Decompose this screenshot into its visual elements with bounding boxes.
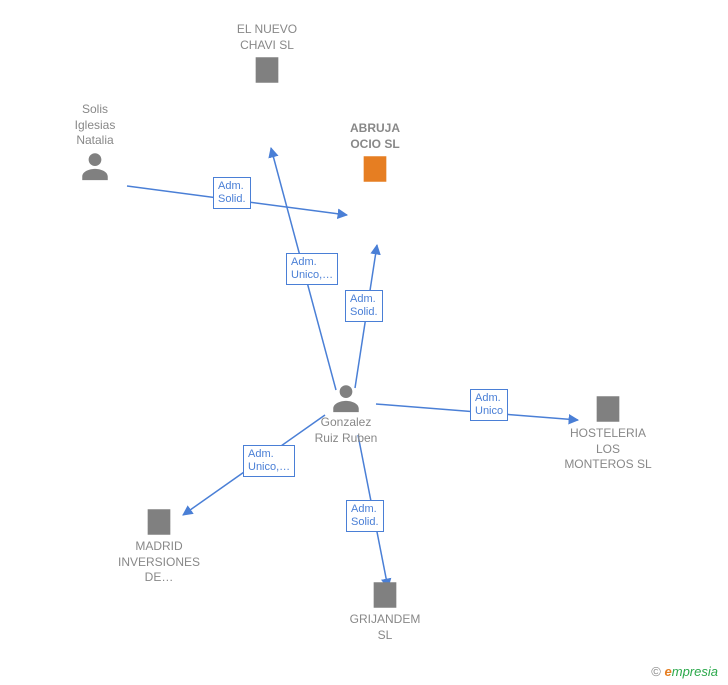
edge-label: Adm.Solid.	[213, 177, 251, 209]
person-icon	[78, 149, 112, 183]
node-nuevo[interactable]: EL NUEVOCHAVI SL	[217, 22, 317, 87]
building-icon	[591, 392, 625, 426]
edge-label: Adm.Unico,…	[286, 253, 338, 285]
node-label: GRIJANDEMSL	[335, 612, 435, 643]
building-icon	[358, 152, 392, 186]
edge-label: Adm.Solid.	[346, 500, 384, 532]
brand-initial: e	[665, 664, 672, 679]
footer: © empresia	[651, 664, 718, 679]
edge-label: Adm.Solid.	[345, 290, 383, 322]
edge-label: Adm.Unico,…	[243, 445, 295, 477]
copyright-symbol: ©	[651, 664, 661, 679]
node-hosteleria[interactable]: HOSTELERIALOSMONTEROS SL	[558, 392, 658, 473]
node-label: MADRIDINVERSIONESDE…	[109, 539, 209, 586]
node-label: HOSTELERIALOSMONTEROS SL	[558, 426, 658, 473]
building-icon	[250, 53, 284, 87]
building-icon	[368, 578, 402, 612]
node-madrid[interactable]: MADRIDINVERSIONESDE…	[109, 505, 209, 586]
node-grijandem[interactable]: GRIJANDEMSL	[335, 578, 435, 643]
person-icon	[329, 381, 363, 415]
node-label: GonzalezRuiz Ruben	[296, 415, 396, 446]
node-label: EL NUEVOCHAVI SL	[217, 22, 317, 53]
brand-rest: mpresia	[672, 664, 718, 679]
node-label: SolisIglesiasNatalia	[45, 102, 145, 149]
diagram-canvas: Adm.Solid.Adm.Unico,…Adm.Solid.Adm.Unico…	[0, 0, 728, 685]
node-abruja[interactable]: ABRUJAOCIO SL	[325, 121, 425, 186]
node-solis[interactable]: SolisIglesiasNatalia	[45, 102, 145, 183]
building-icon	[142, 505, 176, 539]
node-label: ABRUJAOCIO SL	[325, 121, 425, 152]
node-gonzalez[interactable]: GonzalezRuiz Ruben	[296, 381, 396, 446]
edge-label: Adm.Unico	[470, 389, 508, 421]
